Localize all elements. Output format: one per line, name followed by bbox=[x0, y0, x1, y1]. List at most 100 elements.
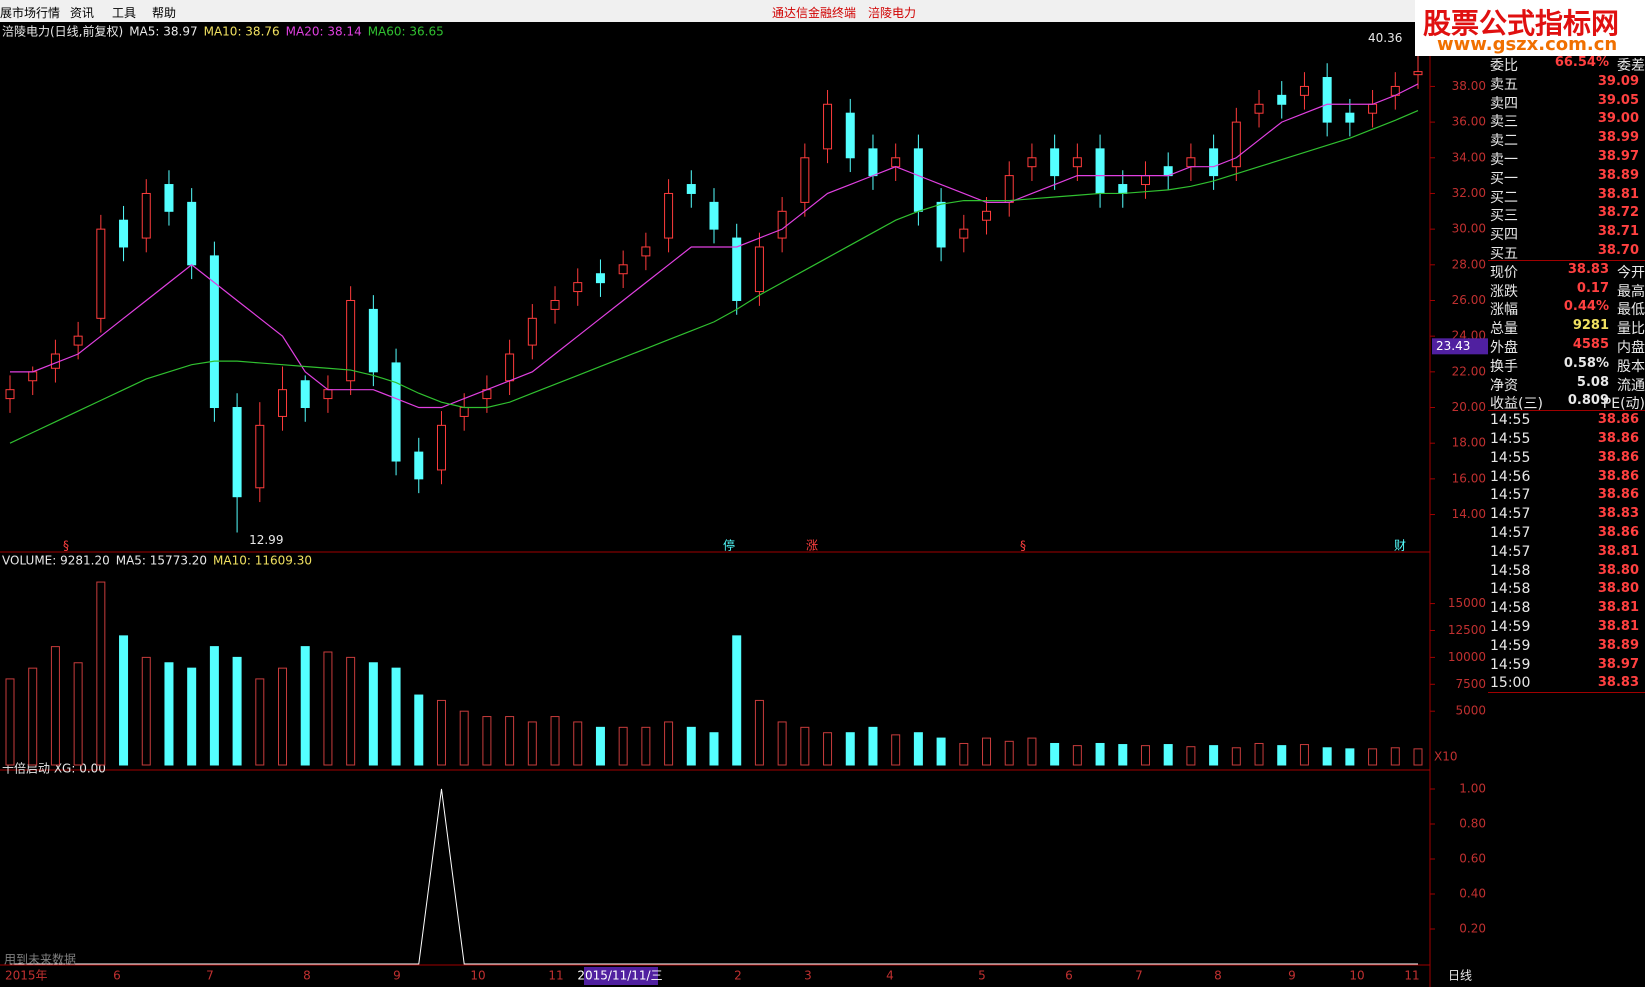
candle-body bbox=[414, 451, 424, 480]
volume-bar bbox=[209, 646, 219, 766]
y-tick-label: 14.00 bbox=[1452, 507, 1486, 521]
y-tick-label: 36.00 bbox=[1452, 115, 1486, 129]
legend-item: MA5: 15773.20 bbox=[116, 554, 207, 568]
quote-side: 流通 bbox=[1617, 377, 1645, 394]
quote-row: 14:57 38.86 bbox=[1488, 486, 1645, 505]
candle-body bbox=[436, 424, 446, 471]
volume-bar bbox=[641, 726, 651, 766]
quote-value: 38.83 bbox=[1597, 506, 1639, 522]
quote-label: 14:59 bbox=[1490, 637, 1531, 654]
period-label: 日线 bbox=[1448, 969, 1472, 983]
watermark-cn: 股票公式指标网 bbox=[1423, 7, 1620, 40]
volume-bar bbox=[686, 726, 696, 766]
quote-value: 38.81 bbox=[1597, 543, 1639, 559]
menu-item[interactable]: 工具 bbox=[112, 6, 137, 20]
quote-label: 换手 bbox=[1490, 358, 1518, 375]
candle-body bbox=[28, 371, 38, 382]
volume-bar bbox=[823, 732, 833, 766]
date-label: 10 bbox=[470, 969, 485, 983]
volume-bar bbox=[141, 656, 151, 766]
volume-bar bbox=[1050, 742, 1060, 766]
candle-body bbox=[73, 335, 83, 346]
candle-body bbox=[255, 424, 265, 489]
volume-bar bbox=[868, 726, 878, 766]
candle-body bbox=[300, 380, 310, 409]
extreme-label: 12.99 bbox=[249, 533, 283, 547]
candle-body bbox=[1209, 148, 1219, 177]
extreme-label: 40.36 bbox=[1368, 31, 1402, 45]
scale-note: X10 bbox=[1434, 750, 1458, 764]
chart-name: 涪陵电力(日线,前复权) bbox=[2, 24, 123, 39]
quote-value: 38.97 bbox=[1597, 149, 1639, 164]
signal-line bbox=[10, 788, 1418, 965]
candle-body bbox=[595, 273, 605, 284]
quote-label: 卖一 bbox=[1490, 152, 1518, 168]
y-tick-label: 0.40 bbox=[1459, 887, 1486, 901]
candle-body bbox=[1118, 184, 1128, 194]
y-tick-label: 15000 bbox=[1448, 596, 1486, 610]
menu-item[interactable]: 帮助 bbox=[152, 6, 177, 20]
candle-body bbox=[936, 201, 946, 248]
volume-bar bbox=[255, 678, 265, 766]
separator bbox=[1488, 692, 1645, 694]
quote-label: 14:56 bbox=[1490, 468, 1531, 485]
candle-body bbox=[505, 353, 515, 382]
volume-bar bbox=[300, 646, 310, 766]
quote-value: 38.86 bbox=[1597, 412, 1639, 428]
volume-bar bbox=[527, 721, 537, 766]
volume-bar bbox=[278, 667, 288, 766]
quote-value: 38.99 bbox=[1597, 130, 1639, 146]
quote-label: 买二 bbox=[1490, 189, 1518, 206]
event-marker: 停 bbox=[723, 538, 735, 553]
volume-bar bbox=[777, 721, 787, 766]
candle-body bbox=[1231, 121, 1241, 168]
legend-item: MA10: 11609.30 bbox=[213, 554, 312, 568]
quote-value: 38.86 bbox=[1597, 487, 1639, 503]
volume-bar bbox=[368, 662, 378, 766]
quote-side: 最低 bbox=[1617, 302, 1645, 319]
volume-bar bbox=[709, 732, 719, 766]
quote-label: 委比 bbox=[1490, 58, 1518, 74]
y-tick-label: 32.00 bbox=[1452, 186, 1486, 200]
date-label: 7 bbox=[206, 969, 214, 983]
candle-body bbox=[141, 192, 151, 239]
volume-bar bbox=[346, 656, 356, 766]
quote-label: 14:58 bbox=[1490, 581, 1531, 598]
quote-value: 39.09 bbox=[1597, 73, 1639, 89]
y-tick-label: 10000 bbox=[1448, 650, 1486, 664]
candle-body bbox=[686, 184, 696, 194]
app-title: 通达信金融终端 bbox=[772, 6, 857, 20]
date-label: 7 bbox=[1135, 969, 1143, 983]
price-tag-bg bbox=[1432, 338, 1488, 355]
candle-body bbox=[164, 184, 174, 212]
candle-body bbox=[323, 389, 333, 400]
date-label: 5 bbox=[978, 969, 986, 983]
candle-body bbox=[1140, 175, 1150, 186]
menu-item[interactable]: 资讯 bbox=[70, 6, 95, 20]
date-label: 4 bbox=[886, 969, 894, 983]
candle-body bbox=[232, 407, 242, 498]
volume-bar bbox=[959, 742, 969, 766]
separator bbox=[1488, 259, 1645, 261]
volume-bar bbox=[232, 656, 242, 766]
volume-bar bbox=[164, 662, 174, 766]
volume-bar bbox=[550, 716, 560, 766]
quote-label: 15:00 bbox=[1490, 675, 1531, 692]
volume-bar bbox=[1140, 745, 1150, 766]
date-label: 10 bbox=[1349, 969, 1364, 983]
quote-value: 38.71 bbox=[1597, 224, 1639, 240]
quote-label: 卖二 bbox=[1490, 133, 1518, 150]
quote-label: 14:58 bbox=[1490, 562, 1531, 579]
volume-bar bbox=[482, 716, 492, 766]
candle-body bbox=[913, 148, 923, 212]
quote-row: 收益(三) 0.809 PE(动) bbox=[1488, 392, 1645, 412]
quote-row: 涨幅 0.44% 最低 bbox=[1488, 298, 1645, 319]
candle-body bbox=[1368, 103, 1378, 114]
y-tick-label: 28.00 bbox=[1452, 257, 1486, 271]
quote-value: 38.86 bbox=[1597, 431, 1639, 446]
quote-value: 38.81 bbox=[1597, 600, 1639, 616]
quote-value: 38.70 bbox=[1597, 243, 1639, 258]
quote-value: 0.58% bbox=[1563, 355, 1609, 371]
menu-item[interactable]: 展市场行情 bbox=[0, 6, 61, 20]
